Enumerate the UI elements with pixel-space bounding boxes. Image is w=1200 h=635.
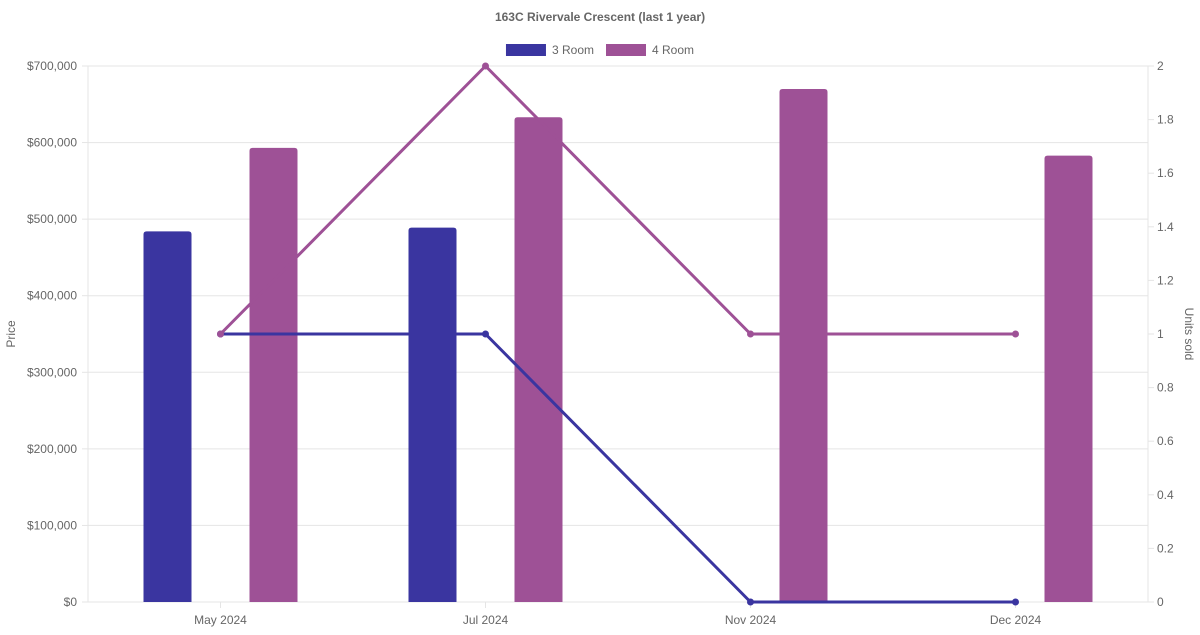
price-bar[interactable] xyxy=(779,88,828,602)
left-tick-label: $200,000 xyxy=(27,442,77,456)
price-bar[interactable] xyxy=(514,117,563,602)
x-tick-label: Dec 2024 xyxy=(990,613,1042,627)
units-sold-point[interactable] xyxy=(217,330,224,338)
legend[interactable]: 3 Room 4 Room xyxy=(505,43,694,57)
units-sold-point[interactable] xyxy=(482,62,489,70)
right-tick-label: 0.8 xyxy=(1157,381,1174,395)
left-tick-label: $100,000 xyxy=(27,518,77,532)
left-axis: $0 $100,000 $200,000 $300,000 $400,000 $500,0… xyxy=(27,59,88,609)
right-tick-label: 1.8 xyxy=(1157,113,1174,127)
x-tick-label: Nov 2024 xyxy=(725,613,777,627)
legend-swatch[interactable] xyxy=(606,44,646,56)
units-sold-point[interactable] xyxy=(1012,330,1019,338)
price-bar[interactable] xyxy=(408,227,457,602)
left-tick-label: $0 xyxy=(64,595,78,609)
right-tick-label: 0.4 xyxy=(1157,488,1174,502)
right-tick-label: 1.2 xyxy=(1157,273,1174,287)
right-axis-title: Units sold xyxy=(1182,308,1196,361)
legend-label: 3 Room xyxy=(552,43,594,57)
right-tick-label: 0.6 xyxy=(1157,434,1174,448)
right-tick-label: 0 xyxy=(1157,595,1164,609)
price-bar[interactable] xyxy=(249,147,298,602)
x-axis: May 2024 Jul 2024 Nov 2024 Dec 2024 xyxy=(194,602,1042,627)
legend-label: 4 Room xyxy=(652,43,694,57)
units-sold-line xyxy=(220,332,1016,604)
units-sold-point[interactable] xyxy=(1012,598,1019,606)
left-tick-label: $600,000 xyxy=(27,136,77,150)
left-axis-title: Price xyxy=(4,320,18,348)
units-sold-point[interactable] xyxy=(482,330,489,338)
units-sold-point[interactable] xyxy=(747,330,754,338)
right-axis: 0 0.2 0.4 0.6 0.8 1 1.2 1.4 1.6 1.8 2 xyxy=(1148,59,1174,609)
left-tick-label: $400,000 xyxy=(27,289,77,303)
right-tick-label: 0.2 xyxy=(1157,541,1174,555)
left-tick-label: $300,000 xyxy=(27,365,77,379)
chart-title: 163C Rivervale Crescent (last 1 year) xyxy=(495,10,705,24)
x-tick-label: May 2024 xyxy=(194,613,247,627)
units-sold-lines xyxy=(217,62,1019,606)
x-tick-label: Jul 2024 xyxy=(463,613,509,627)
left-tick-label: $700,000 xyxy=(27,59,77,73)
price-bars xyxy=(143,88,1093,603)
price-bar[interactable] xyxy=(1044,155,1093,603)
price-bar[interactable] xyxy=(143,231,192,602)
units-sold-point[interactable] xyxy=(747,598,754,606)
units-sold-line xyxy=(219,64,1016,336)
left-tick-label: $500,000 xyxy=(27,212,77,226)
right-tick-label: 1.6 xyxy=(1157,166,1174,180)
right-tick-label: 1 xyxy=(1157,327,1164,341)
legend-swatch[interactable] xyxy=(505,44,546,56)
right-tick-label: 2 xyxy=(1157,59,1164,73)
right-tick-label: 1.4 xyxy=(1157,220,1174,234)
